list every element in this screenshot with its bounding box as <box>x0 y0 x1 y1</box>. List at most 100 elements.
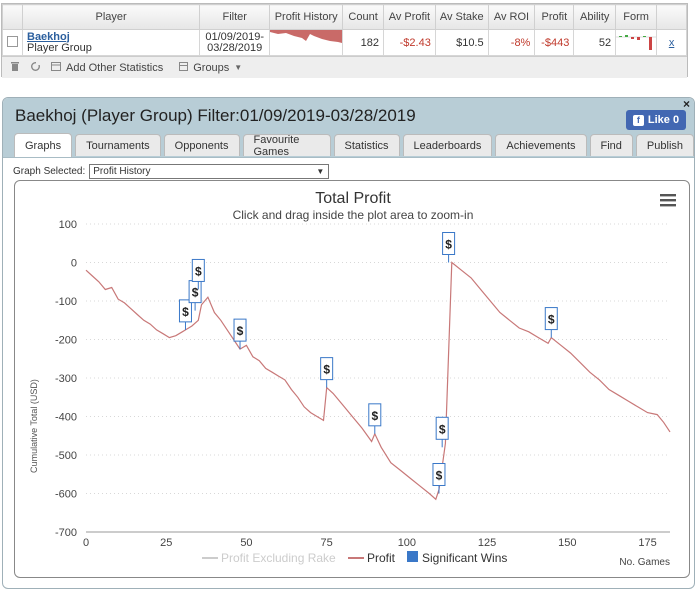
row-checkbox-cell <box>2 29 23 56</box>
significant-win-flag[interactable]: $ <box>544 307 558 338</box>
flag-dollar-icon: $ <box>323 363 330 377</box>
x-tick-label: 150 <box>558 537 576 549</box>
facebook-icon: f <box>632 114 644 126</box>
av-profit-cell: -$2.43 <box>383 29 436 56</box>
graph-select-value: Profit History <box>93 166 151 177</box>
y-tick-label: -600 <box>55 489 77 501</box>
player-name-link[interactable]: Baekhoj <box>27 30 70 43</box>
chart-grid <box>86 223 670 533</box>
x-tick-label: 25 <box>160 537 172 549</box>
filter-line2: 03/28/2019 <box>207 41 263 54</box>
significant-win-flag[interactable]: $ <box>442 232 456 263</box>
tab-find[interactable]: Find <box>589 134 633 156</box>
table-header-av-roi[interactable]: Av ROI <box>487 4 536 30</box>
flag-dollar-icon: $ <box>436 469 443 483</box>
legend-excl-rake[interactable]: Profit Excluding Rake <box>221 551 336 565</box>
significant-win-flag[interactable]: $ <box>191 258 205 290</box>
graph-selected-label: Graph Selected: <box>13 166 86 177</box>
flag-dollar-icon: $ <box>192 286 199 300</box>
y-tick-label: 100 <box>59 219 77 231</box>
ability-cell: 52 <box>573 29 617 56</box>
graph-select-dropdown[interactable]: Profit History ▼ <box>89 164 330 179</box>
table-header-count[interactable]: Count <box>342 4 385 30</box>
player-detail-panel: Baekhoj (Player Group) Filter:01/09/2019… <box>2 97 695 589</box>
chart-container: Total Profit Click and drag inside the p… <box>14 180 690 578</box>
significant-win-flag[interactable]: $ <box>368 403 382 434</box>
table-header-ability[interactable]: Ability <box>573 4 617 30</box>
row-checkbox[interactable] <box>7 35 18 47</box>
legend-significant-wins-swatch <box>407 551 418 562</box>
remove-cell: x <box>656 29 687 56</box>
player-cell: Baekhoj Player Group <box>21 29 201 56</box>
count-cell: 182 <box>342 29 385 56</box>
profit-series-line <box>85 261 671 501</box>
tab-statistics[interactable]: Statistics <box>333 134 400 156</box>
table-row: Baekhoj Player Group 01/09/2019- 03/28/2… <box>2 29 687 56</box>
legend-profit[interactable]: Profit <box>367 551 396 565</box>
tab-leaderboards[interactable]: Leaderboards <box>402 134 493 156</box>
significant-win-flag[interactable]: $ <box>178 299 192 330</box>
chart-x-axis-label: No. Games <box>619 557 670 568</box>
x-tick-label: 75 <box>321 537 333 549</box>
chevron-down-icon: ▼ <box>234 63 243 72</box>
profit-cell: -$443 <box>534 29 575 56</box>
y-tick-label: -200 <box>55 335 77 347</box>
table-header-form[interactable]: Form <box>615 4 658 30</box>
y-tick-label: -300 <box>55 373 77 385</box>
chart-title: Total Profit <box>315 190 391 207</box>
profit-history-sparkline-cell <box>269 29 344 56</box>
chart-legend: Profit Excluding Rake Profit Significant… <box>202 551 507 565</box>
flag-dollar-icon: $ <box>371 409 378 423</box>
table-header-filter[interactable]: Filter <box>199 4 271 30</box>
significant-win-flag[interactable]: $ <box>320 357 334 388</box>
table-header-player[interactable]: Player <box>21 4 201 30</box>
hamburger-menu-icon[interactable] <box>660 194 676 207</box>
significant-win-flag[interactable]: $ <box>233 318 247 350</box>
flag-dollar-icon: $ <box>439 422 446 436</box>
x-tick-label: 125 <box>478 537 496 549</box>
flag-dollar-icon: $ <box>195 264 202 278</box>
significant-win-flag[interactable]: $ <box>432 463 446 494</box>
graph-selector-row: Graph Selected: Profit History ▼ <box>13 164 330 179</box>
y-tick-label: -700 <box>55 527 77 539</box>
legend-significant-wins[interactable]: Significant Wins <box>422 551 507 565</box>
x-tick-label: 0 <box>83 537 89 549</box>
table-header-profit-history[interactable]: Profit History <box>269 4 344 30</box>
chart-x-ticks: 0 25 50 75 100 125 150 175 <box>83 537 657 549</box>
tab-opponents[interactable]: Opponents <box>163 134 240 156</box>
trash-icon[interactable] <box>10 61 20 75</box>
remove-row-link[interactable]: x <box>668 36 675 49</box>
tab-achievements[interactable]: Achievements <box>495 134 587 156</box>
refresh-icon[interactable] <box>30 60 41 75</box>
x-tick-label: 50 <box>240 537 252 549</box>
av-roi-cell: -8% <box>487 29 536 56</box>
panel-title: Baekhoj (Player Group) Filter:01/09/2019… <box>15 106 416 125</box>
table-header-profit[interactable]: Profit <box>534 4 575 30</box>
form-chart <box>616 35 657 50</box>
significant-win-flag[interactable]: $ <box>435 416 449 448</box>
chart-y-axis-label: Cumulative Total (USD) <box>29 379 39 473</box>
table-header-row: Player Filter Profit History Count Av Pr… <box>2 4 687 30</box>
y-tick-label: -500 <box>55 450 77 462</box>
flag-dollar-icon: $ <box>445 238 452 252</box>
close-icon[interactable]: × <box>682 97 690 111</box>
table-header-checkbox <box>2 4 23 30</box>
flag-dollar-icon: $ <box>237 324 244 338</box>
filter-line1: 01/09/2019- <box>205 30 265 43</box>
table-header-av-stake[interactable]: Av Stake <box>434 4 489 30</box>
tab-graphs[interactable]: Graphs <box>14 133 73 157</box>
facebook-like-button[interactable]: f Like 0 <box>626 110 686 130</box>
groups-label: Groups <box>193 61 230 74</box>
y-tick-label: -100 <box>55 296 77 308</box>
table-header-av-profit[interactable]: Av Profit <box>383 4 436 30</box>
tab-publish[interactable]: Publish <box>635 134 694 156</box>
add-other-statistics-button[interactable]: Add Other Statistics <box>51 61 163 74</box>
tab-favourite-games[interactable]: Favourite Games <box>242 134 331 158</box>
player-stats-panel: Player Filter Profit History Count Av Pr… <box>1 3 688 78</box>
significant-wins-flags: $$$$$$$$$$ <box>178 232 558 494</box>
tab-tournaments[interactable]: Tournaments <box>75 134 161 156</box>
profit-chart[interactable]: Total Profit Click and drag inside the p… <box>15 181 691 579</box>
chevron-down-icon: ▼ <box>316 167 325 176</box>
profit-history-sparkline[interactable] <box>270 30 343 52</box>
groups-dropdown-button[interactable]: Groups ▼ <box>179 61 243 74</box>
